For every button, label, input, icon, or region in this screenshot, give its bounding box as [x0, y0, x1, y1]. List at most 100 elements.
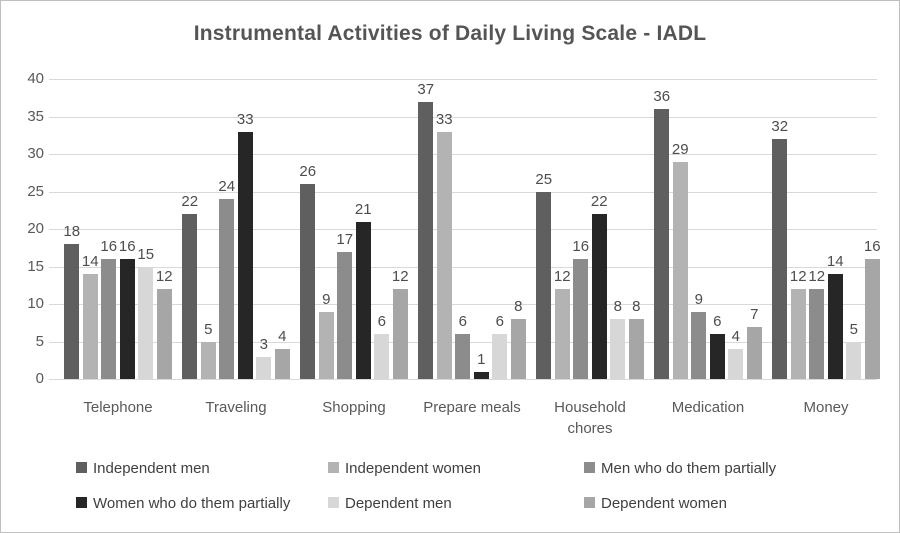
bar	[418, 101, 434, 379]
legend-item: Independent women	[328, 460, 481, 477]
legend-swatch	[328, 462, 339, 473]
bar-value-label: 22	[181, 193, 199, 210]
bar	[436, 131, 452, 379]
bar-value-label: 6	[377, 313, 386, 330]
legend-item: Dependent women	[584, 495, 727, 512]
bar-value-label: 6	[458, 313, 467, 330]
bar-value-label: 5	[204, 320, 213, 338]
chart-title: Instrumental Activities of Daily Living …	[193, 22, 707, 45]
bar-value-label: 3	[259, 335, 268, 353]
bar-value-label: 6	[495, 313, 504, 330]
bar	[101, 259, 117, 379]
bar	[300, 184, 316, 379]
bar-value-label: 12	[155, 268, 173, 285]
bar-value-label: 36	[653, 88, 671, 105]
bar-value-label: 37	[417, 80, 435, 98]
x-axis-category-label: Shopping	[322, 399, 386, 416]
bar	[455, 334, 471, 379]
bar	[256, 356, 272, 379]
legend-item: Women who do them partially	[76, 495, 290, 512]
bar	[219, 199, 235, 379]
bar	[237, 131, 253, 379]
x-axis-category-label: Money	[803, 399, 849, 416]
bar	[492, 334, 508, 379]
bar-value-label: 12	[808, 268, 826, 285]
bar	[355, 221, 371, 379]
bar	[772, 139, 788, 379]
y-axis-tick-label: 15	[27, 257, 44, 275]
y-axis-tick-label: 25	[27, 182, 44, 200]
bar	[573, 259, 589, 379]
bar	[119, 259, 135, 379]
bar-value-label: 9	[694, 290, 703, 308]
bar	[64, 244, 80, 379]
legend-label: Dependent women	[601, 495, 727, 512]
bar-value-label: 8	[613, 298, 622, 315]
gridline	[49, 154, 877, 155]
x-axis-category-label: Telephone	[83, 399, 153, 416]
y-axis-tick-label: 20	[27, 220, 44, 237]
legend-swatch	[76, 497, 87, 508]
bar	[827, 274, 843, 379]
bar	[182, 214, 198, 379]
bar	[318, 311, 334, 379]
bar-value-label: 17	[336, 230, 354, 248]
gridline	[49, 79, 877, 80]
legend-label: Women who do them partially	[93, 495, 291, 512]
bar-value-label: 29	[671, 140, 689, 158]
bar	[746, 326, 762, 379]
bar-value-label: 16	[863, 238, 881, 255]
bar-value-label: 16	[118, 238, 136, 255]
legend-swatch	[584, 497, 595, 508]
y-axis-tick-label: 35	[27, 107, 44, 125]
bar-value-label: 33	[435, 110, 453, 128]
bar-value-label: 9	[322, 290, 331, 308]
bar	[200, 341, 216, 379]
x-axis-category-label: Traveling	[205, 399, 267, 416]
bar-value-label: 26	[299, 163, 317, 180]
legend-label: Independent men	[93, 460, 210, 477]
y-axis-tick-label: 0	[35, 370, 44, 387]
bar	[846, 341, 862, 379]
gridline	[49, 266, 877, 268]
legend-swatch	[328, 497, 339, 508]
bar-value-label: 32	[771, 118, 789, 135]
bar-value-label: 25	[535, 170, 553, 188]
legend-swatch	[584, 462, 595, 473]
x-axis-category-label: Medication	[671, 399, 745, 416]
gridline	[49, 191, 877, 193]
bar-value-label: 16	[572, 238, 590, 255]
bar	[809, 289, 825, 379]
bar	[156, 289, 172, 379]
bar	[709, 334, 725, 379]
bar	[374, 334, 390, 379]
bar	[82, 274, 98, 379]
legend-label: Men who do them partially	[601, 460, 777, 477]
bar	[864, 259, 880, 379]
bar-value-label: 1	[477, 350, 486, 368]
bar	[473, 371, 489, 379]
y-axis-tick-label: 5	[35, 332, 44, 350]
y-axis-tick-label: 30	[27, 145, 44, 162]
legend-item: Independent men	[76, 460, 210, 477]
bar	[392, 289, 408, 379]
bar-value-label: 6	[713, 313, 722, 330]
bar-value-label: 18	[63, 223, 81, 240]
bar-value-label: 16	[100, 238, 118, 255]
bar-value-label: 12	[789, 268, 807, 285]
bar	[654, 109, 670, 379]
y-axis-tick-label: 40	[27, 70, 44, 87]
gridline	[49, 304, 877, 305]
bar	[138, 266, 154, 379]
bar-value-label: 7	[750, 305, 759, 323]
y-axis-tick-label: 10	[27, 295, 44, 312]
bar	[536, 191, 552, 379]
legend-item: Dependent men	[328, 495, 452, 512]
bar-value-label: 33	[236, 110, 254, 128]
bar-value-label: 14	[826, 253, 844, 270]
x-axis-category-label: Prepare meals	[423, 399, 521, 416]
bar-value-label: 12	[553, 268, 571, 285]
bar	[610, 319, 626, 379]
gridline	[49, 229, 877, 230]
